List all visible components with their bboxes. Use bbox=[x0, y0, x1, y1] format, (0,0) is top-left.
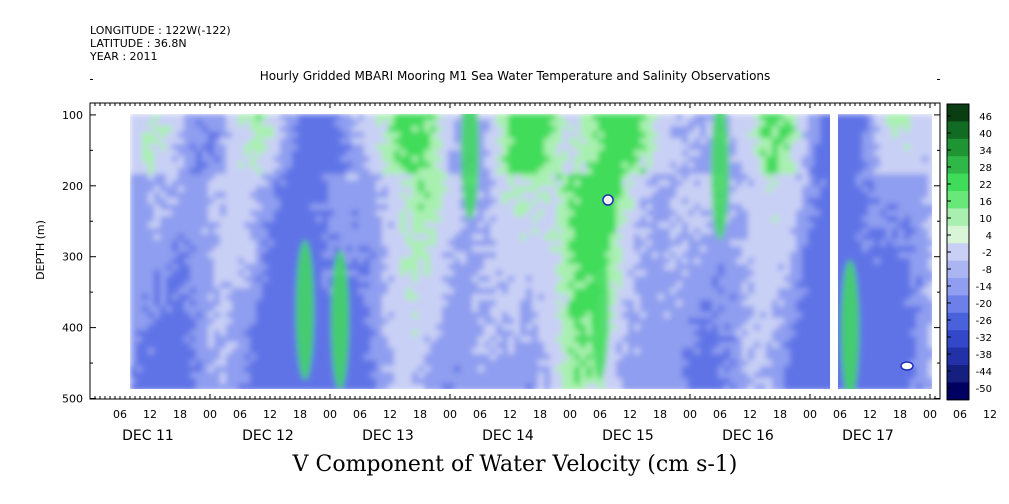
colorbar-swatch bbox=[947, 295, 969, 314]
x-day-label: DEC 11 bbox=[122, 428, 174, 444]
colorbar-swatch bbox=[947, 312, 969, 331]
x-day-label: DEC 15 bbox=[602, 428, 654, 444]
x-hour-label: 18 bbox=[653, 408, 667, 421]
x-hour-label: 00 bbox=[443, 408, 457, 421]
x-hour-label: 06 bbox=[833, 408, 847, 421]
colorbar-label: 4 bbox=[986, 231, 992, 242]
axes: 06 12 18 00 06 12 18 00 06 12 18 00 06 12 18 00 06 12 18 00… bbox=[62, 78, 997, 444]
colorbar-swatch bbox=[947, 243, 969, 262]
x-day-label: DEC 12 bbox=[242, 428, 294, 444]
x-hour-label: 00 bbox=[323, 408, 337, 421]
x-hour-label: 06 bbox=[473, 408, 487, 421]
colorbar-label: 22 bbox=[979, 180, 992, 191]
x-hour-label: 12 bbox=[383, 408, 397, 421]
colorbar-label: -50 bbox=[976, 384, 992, 395]
x-hour-label: 12 bbox=[623, 408, 637, 421]
colorbar-swatch bbox=[947, 208, 969, 227]
colorbar-label: 28 bbox=[979, 163, 992, 174]
colorbar-swatch bbox=[947, 121, 969, 140]
x-hour-label: 06 bbox=[593, 408, 607, 421]
y-tick-label: 200 bbox=[62, 180, 83, 193]
heatmap-field bbox=[130, 114, 932, 389]
colorbar-label: -8 bbox=[982, 265, 992, 276]
colorbar-label: -32 bbox=[976, 333, 992, 344]
x-hour-label: 06 bbox=[953, 408, 967, 421]
colorbar-label: -20 bbox=[976, 299, 992, 310]
y-tick-label: 300 bbox=[62, 251, 83, 264]
x-hour-label: 06 bbox=[353, 408, 367, 421]
x-day-label: DEC 14 bbox=[482, 428, 534, 444]
colorbar-swatch bbox=[947, 365, 969, 383]
colorbar-label: -38 bbox=[976, 350, 992, 361]
colorbar-label: 34 bbox=[979, 146, 992, 157]
x-hour-label: 18 bbox=[773, 408, 787, 421]
x-hour-label: 00 bbox=[803, 408, 817, 421]
x-hour-label: 00 bbox=[923, 408, 937, 421]
x-hour-label: 18 bbox=[173, 408, 187, 421]
year-label: YEAR : 2011 bbox=[90, 50, 158, 63]
colorbar-swatch bbox=[947, 156, 969, 175]
x-hour-label: 00 bbox=[203, 408, 217, 421]
data-gaps bbox=[602, 114, 914, 389]
x-hour-label: 12 bbox=[863, 408, 877, 421]
x-hour-label: 12 bbox=[743, 408, 757, 421]
x-hour-label: 18 bbox=[893, 408, 907, 421]
x-hour-label: 12 bbox=[143, 408, 157, 421]
x-hour-label: 18 bbox=[293, 408, 307, 421]
colorbar-swatch bbox=[947, 278, 969, 296]
colorbar-swatch bbox=[947, 225, 969, 244]
colorbar-label: -26 bbox=[976, 316, 992, 327]
colorbar-label: 10 bbox=[979, 214, 992, 225]
x-hour-label: 18 bbox=[533, 408, 547, 421]
colorbar-swatch bbox=[947, 347, 969, 366]
colorbar: 46 40 34 28 22 16 10 4 -2 -8 -14 -20 -26 -32 -38 -44 -50 bbox=[946, 103, 992, 401]
x-hour-label: 18 bbox=[413, 408, 427, 421]
longitude-label: LONGITUDE : 122W(-122) bbox=[90, 24, 231, 37]
x-hour-label: 00 bbox=[563, 408, 577, 421]
colorbar-label: 46 bbox=[979, 112, 992, 123]
colorbar-label: 16 bbox=[979, 197, 992, 208]
x-hour-label: 12 bbox=[983, 408, 997, 421]
x-hour-label: 06 bbox=[113, 408, 127, 421]
x-day-label: DEC 13 bbox=[362, 428, 414, 444]
y-tick-label: 500 bbox=[62, 393, 83, 406]
latitude-label: LATITUDE : 36.8N bbox=[90, 37, 187, 50]
colorbar-swatch bbox=[947, 191, 969, 209]
x-hour-label: 06 bbox=[713, 408, 727, 421]
colorbar-label: -44 bbox=[976, 367, 992, 378]
colorbar-label: -2 bbox=[982, 248, 992, 259]
colorbar-swatch bbox=[947, 260, 969, 279]
y-tick-label: 400 bbox=[62, 322, 83, 335]
x-day-label: DEC 16 bbox=[722, 428, 774, 444]
chart-subtitle: V Component of Water Velocity (cm s-1) bbox=[292, 452, 738, 477]
colorbar-swatch bbox=[947, 138, 969, 157]
x-hour-label: 12 bbox=[503, 408, 517, 421]
x-day-label: DEC 17 bbox=[842, 428, 894, 444]
colorbar-swatch bbox=[947, 173, 969, 192]
y-axis-label: DEPTH (m) bbox=[34, 220, 47, 280]
x-hour-label: 06 bbox=[233, 408, 247, 421]
x-hour-label: 00 bbox=[683, 408, 697, 421]
colorbar-label: -14 bbox=[976, 282, 992, 293]
metadata-block: LONGITUDE : 122W(-122) LATITUDE : 36.8N … bbox=[90, 24, 231, 63]
colorbar-swatch bbox=[947, 382, 969, 401]
colorbar-label: 40 bbox=[979, 129, 992, 140]
y-tick-label: 100 bbox=[62, 109, 83, 122]
colorbar-swatch bbox=[947, 104, 969, 122]
colorbar-swatch bbox=[947, 330, 969, 349]
chart-title: Hourly Gridded MBARI Mooring M1 Sea Wate… bbox=[259, 69, 771, 83]
x-hour-label: 12 bbox=[263, 408, 277, 421]
